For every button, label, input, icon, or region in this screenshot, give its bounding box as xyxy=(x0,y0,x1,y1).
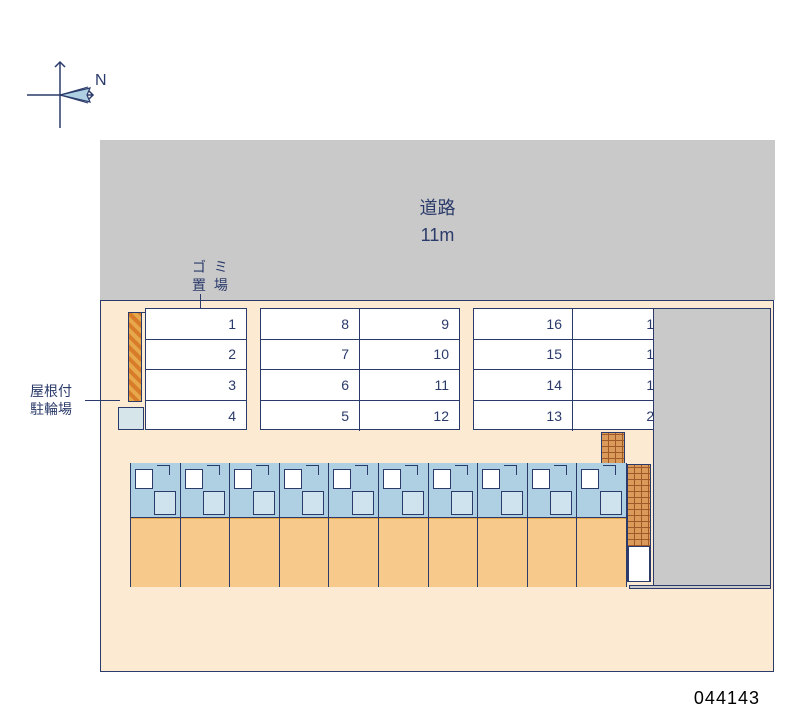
unit-room xyxy=(280,518,329,587)
parking-block-b: 8 9 7 10 6 11 5 12 xyxy=(260,308,460,430)
parking-space: 7 xyxy=(261,340,360,371)
apartment-unit xyxy=(477,463,527,587)
road-label-1: 道路 xyxy=(100,195,775,222)
unit-wet-area xyxy=(429,463,478,518)
compass-north-label: N xyxy=(95,72,107,90)
apartment-unit xyxy=(229,463,279,587)
parking-space: 4 xyxy=(146,401,246,432)
apartment-unit xyxy=(428,463,478,587)
unit-room xyxy=(429,518,478,587)
unit-wet-area xyxy=(528,463,577,518)
apartment-unit xyxy=(130,463,180,587)
parking-space: 11 xyxy=(360,370,459,401)
bike-leader xyxy=(85,400,120,401)
unit-room xyxy=(478,518,527,587)
garbage-area xyxy=(128,312,142,402)
unit-room xyxy=(230,518,279,587)
neighbor-edge xyxy=(629,585,771,589)
unit-room xyxy=(379,518,428,587)
parking-space: 13 xyxy=(474,401,573,432)
bike-parking-label: 屋根付 駐輪場 xyxy=(30,382,72,418)
unit-room xyxy=(329,518,378,587)
apartment-unit xyxy=(576,463,626,587)
parking-space: 2 xyxy=(146,340,246,371)
apartment-unit xyxy=(328,463,378,587)
garbage-label-line1: ゴ ミ xyxy=(192,258,230,276)
parking-space: 8 xyxy=(261,309,360,340)
unit-wet-area xyxy=(131,463,180,518)
unit-wet-area xyxy=(280,463,329,518)
unit-room xyxy=(528,518,577,587)
garbage-label: ゴ ミ 置 場 xyxy=(192,258,230,294)
parking-space: 14 xyxy=(474,370,573,401)
parking-space: 6 xyxy=(261,370,360,401)
unit-room xyxy=(181,518,230,587)
apartment-units xyxy=(130,463,627,587)
parking-space: 9 xyxy=(360,309,459,340)
parking-space: 10 xyxy=(360,340,459,371)
parking-block-a: 1 2 3 4 xyxy=(145,308,247,430)
brick-path xyxy=(601,432,625,465)
unit-wet-area xyxy=(329,463,378,518)
exterior-box xyxy=(628,546,650,582)
unit-wet-area xyxy=(181,463,230,518)
garbage-label-line2: 置 場 xyxy=(192,276,230,294)
apartment-unit xyxy=(279,463,329,587)
unit-wet-area xyxy=(379,463,428,518)
unit-wet-area xyxy=(230,463,279,518)
parking-space: 1 xyxy=(146,309,246,340)
unit-room xyxy=(577,518,626,587)
bike-label-line1: 屋根付 xyxy=(30,382,72,400)
parking-space: 5 xyxy=(261,401,360,432)
bike-parking-area xyxy=(118,407,144,430)
unit-room xyxy=(131,518,180,587)
compass-icon xyxy=(25,60,95,130)
parking-space: 16 xyxy=(474,309,573,340)
parking-block-c: 16 17 15 18 14 19 13 20 xyxy=(473,308,673,430)
parking-space: 12 xyxy=(360,401,459,432)
apartment-unit xyxy=(180,463,230,587)
unit-wet-area xyxy=(577,463,626,518)
parking-space: 3 xyxy=(146,370,246,401)
apartment-unit xyxy=(378,463,428,587)
unit-wet-area xyxy=(478,463,527,518)
neighbor-area xyxy=(653,308,771,588)
parking-space: 15 xyxy=(474,340,573,371)
road-label-2: 11m xyxy=(100,222,775,249)
bike-label-line2: 駐輪場 xyxy=(30,400,72,418)
reference-number: 044143 xyxy=(694,688,760,709)
apartment-unit xyxy=(527,463,577,587)
